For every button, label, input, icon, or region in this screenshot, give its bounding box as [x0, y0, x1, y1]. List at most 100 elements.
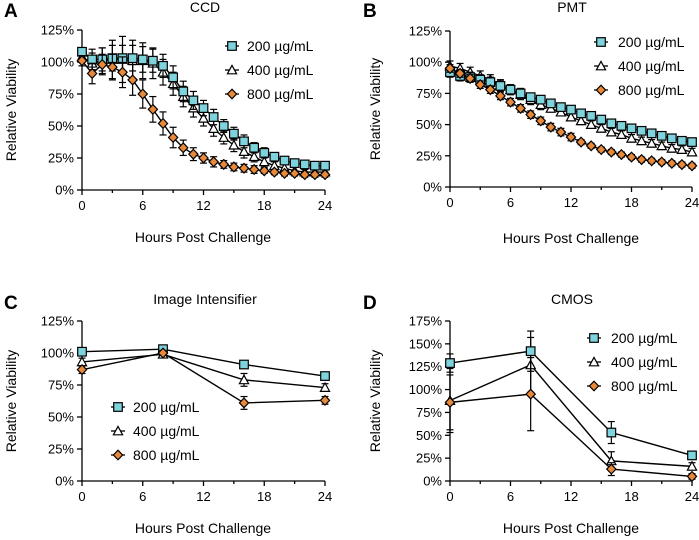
x-axis-label: Hours Post Challenge	[503, 230, 639, 246]
data-point	[320, 160, 330, 171]
data-point	[575, 136, 587, 148]
data-point	[208, 112, 219, 122]
series-square	[445, 330, 697, 461]
y-tick-label: 0%	[423, 180, 442, 195]
legend-label: 800 µg/mL	[247, 86, 314, 102]
chart-title: PMT	[557, 0, 587, 15]
y-tick-label: 75%	[48, 378, 74, 393]
legend-label: 200 µg/mL	[618, 34, 685, 50]
legend-label: 800 µg/mL	[133, 447, 200, 463]
data-point	[319, 168, 331, 181]
data-point	[626, 123, 637, 134]
data-point	[687, 137, 697, 147]
x-tick-label: 6	[139, 489, 146, 504]
data-point	[218, 158, 230, 171]
legend: 200 µg/mL 400 µg/mL 800 µg/mL	[111, 399, 200, 463]
data-point	[596, 114, 607, 125]
data-point	[666, 157, 678, 169]
data-point	[77, 346, 87, 357]
data-point	[545, 98, 556, 109]
data-point	[106, 61, 118, 73]
data-point	[636, 125, 647, 136]
data-point	[545, 121, 557, 133]
data-point	[228, 161, 240, 173]
x-tick-label: 24	[685, 195, 699, 210]
legend-label: 200 µg/mL	[611, 330, 678, 346]
y-axis-label: Relative Viability	[367, 350, 383, 452]
data-point	[646, 137, 658, 148]
data-point	[515, 102, 527, 115]
data-point	[198, 152, 209, 164]
data-point	[495, 81, 506, 91]
data-point	[616, 120, 627, 131]
y-tick-label: 25%	[416, 148, 442, 163]
data-point	[686, 470, 698, 483]
data-point	[494, 90, 506, 102]
data-point	[687, 450, 697, 461]
legend-marker	[588, 380, 600, 392]
data-point	[686, 146, 698, 157]
y-axis-label: Relative Viability	[367, 58, 383, 160]
x-tick-label: 18	[624, 489, 638, 504]
data-point	[565, 131, 577, 143]
panel-b: B PMT 0% 25% 50% 75% 100% 125% 0 6 12 18 24 Hours Pos…	[363, 0, 699, 246]
y-tick-label: 75%	[416, 86, 442, 101]
data-point	[208, 156, 220, 168]
y-tick-label: 150%	[409, 336, 443, 351]
series-diamond	[444, 356, 698, 483]
y-tick-label: 25%	[48, 442, 74, 457]
data-point	[137, 54, 148, 65]
data-point	[636, 153, 648, 166]
data-point	[646, 128, 657, 139]
data-point	[615, 128, 628, 139]
y-axis-label: Relative Viability	[3, 350, 19, 452]
y-tick-label: 100%	[41, 346, 75, 361]
y-tick-label: 75%	[48, 87, 74, 102]
legend-marker	[595, 60, 607, 71]
data-point	[167, 131, 179, 144]
series-diamond	[76, 53, 331, 181]
data-point	[248, 163, 260, 176]
y-tick-label: 50%	[48, 410, 74, 425]
legend-label: 400 µg/mL	[618, 58, 685, 74]
data-point	[269, 151, 280, 162]
x-tick-label: 6	[507, 489, 514, 504]
data-point	[86, 67, 98, 80]
data-point	[525, 108, 537, 121]
legend-marker	[595, 84, 607, 96]
data-point	[238, 397, 250, 409]
data-point	[239, 359, 249, 370]
legend: 200 µg/mL 400 µg/mL 800 µg/mL	[587, 330, 678, 394]
chart-title: CMOS	[551, 291, 593, 307]
x-tick-label: 0	[446, 195, 453, 210]
y-tick-label: 0%	[423, 474, 442, 489]
data-point	[208, 122, 220, 133]
data-point	[289, 158, 300, 169]
data-point	[525, 388, 537, 400]
data-point	[127, 74, 139, 86]
data-point	[249, 142, 260, 153]
x-tick-label: 12	[196, 198, 210, 213]
x-tick-label: 6	[139, 198, 146, 213]
x-tick-label: 24	[318, 198, 332, 213]
x-axis-label: Hours Post Challenge	[135, 520, 271, 536]
y-tick-label: 125%	[409, 24, 443, 39]
series-line	[449, 364, 693, 468]
legend-marker	[588, 356, 600, 367]
data-point	[515, 88, 526, 99]
data-point	[464, 72, 476, 85]
y-tick-label: 75%	[416, 405, 442, 420]
series-line	[449, 350, 693, 457]
y-tick-label: 25%	[48, 151, 74, 166]
legend-label: 200 µg/mL	[247, 38, 314, 54]
data-point	[677, 135, 687, 146]
data-point	[218, 121, 229, 131]
data-point	[565, 111, 577, 122]
data-point	[605, 463, 617, 475]
data-point	[454, 67, 466, 80]
data-point	[137, 88, 149, 100]
data-point	[188, 95, 199, 106]
data-point	[177, 142, 189, 154]
x-tick-label: 24	[318, 489, 332, 504]
data-point	[525, 92, 536, 103]
